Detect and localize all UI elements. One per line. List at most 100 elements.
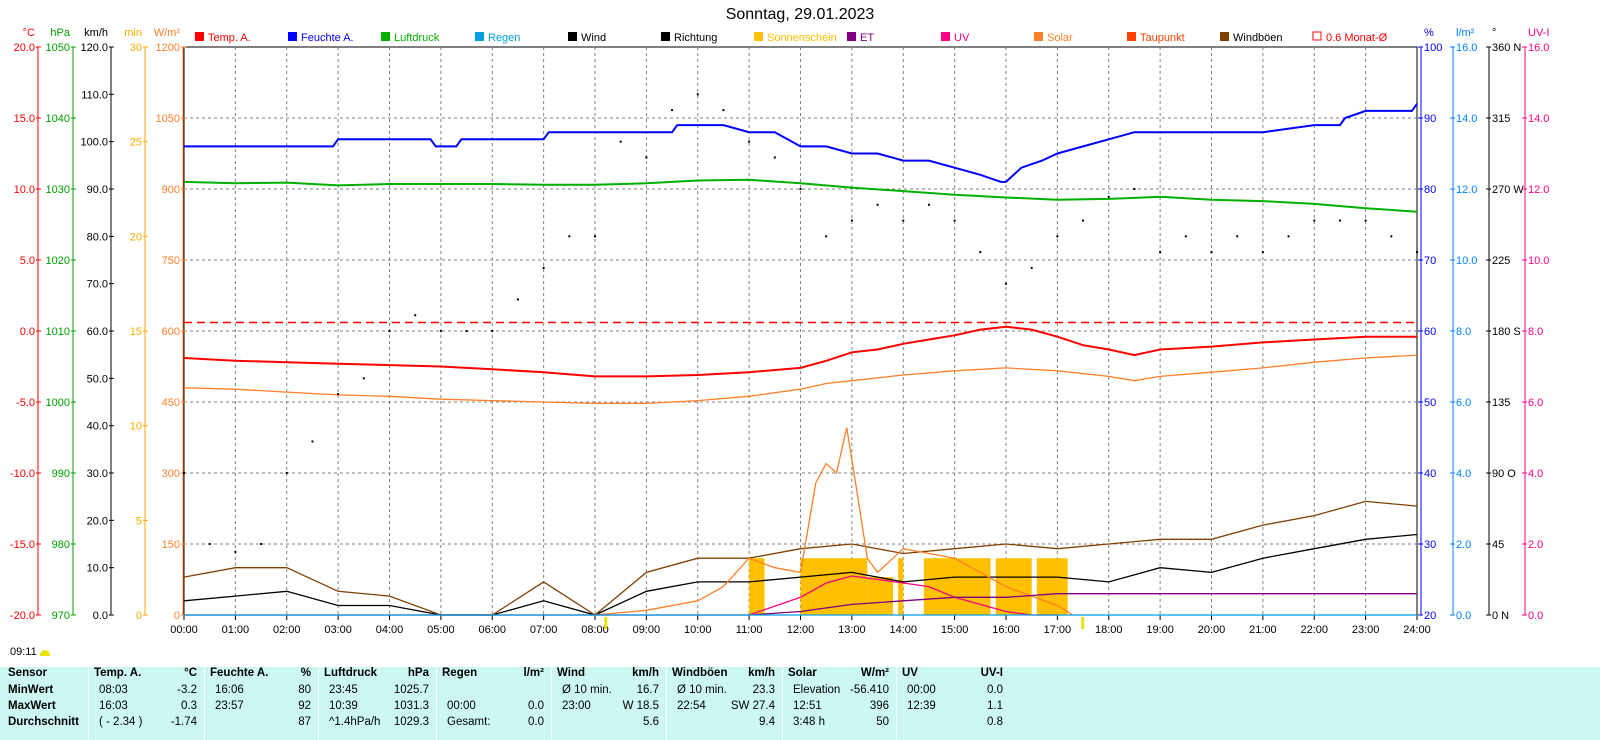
direction-point [260, 543, 263, 545]
right-axis-tick-label: 0 N [1492, 610, 1509, 622]
stats-cell-value: 1.1 [987, 700, 1003, 712]
left-axis-tick-label: 30 [130, 42, 142, 54]
direction-point [902, 219, 905, 222]
x-tick-label: 12:00 [787, 624, 815, 636]
right-axis-tick-label: 360 N [1492, 42, 1521, 54]
stats-row-label: MinWert [8, 684, 54, 696]
right-axis-tick-label: 16.0 [1456, 42, 1477, 54]
stats-cell-value: 23.3 [752, 684, 775, 696]
left-axis-tick-label: 20 [130, 231, 142, 243]
stats-cell-label: Gesamt: [447, 716, 491, 728]
series-line [183, 325, 1417, 378]
stats-group-name: Temp. A. [94, 667, 142, 679]
x-tick-label: 08:00 [581, 624, 609, 636]
left-axis-tick-label: 1010 [46, 326, 70, 338]
stats-group: Regen l/m² 00:00 0.0 Gesamt: 0.0 [436, 667, 552, 740]
direction-point [1338, 219, 1341, 222]
left-axis-tick-label: 50.0 [87, 373, 108, 385]
right-axis-tick-label: 40 [1424, 468, 1436, 480]
chart-title: Sonntag, 29.01.2023 [725, 6, 875, 23]
left-axis-tick-label: 15.0 [14, 113, 35, 125]
direction-point [1390, 235, 1393, 238]
sun-event-marker [1081, 617, 1085, 629]
stats-group-name: Regen [442, 667, 478, 679]
sunshine-bar [898, 558, 904, 615]
stats-group: Solar W/m² Elevation -56.410 12:51 396 3:48 h 5… [782, 667, 897, 740]
right-axis-tick-label: 60 [1424, 326, 1436, 338]
sunshine-bar [995, 558, 1032, 615]
stats-cell-label: 12:51 [793, 700, 822, 712]
stats-group: Feuchte A.% 16:06 80 23:57 92 87 [204, 667, 319, 740]
stats-cell-value: W 18.5 [622, 700, 659, 712]
stats-cell-value: 50 [876, 716, 889, 728]
stats-cell-label: ^1.4hPa/h [329, 716, 381, 728]
direction-point [1107, 195, 1110, 198]
right-axis-tick-label: 0.0 [1528, 610, 1543, 622]
x-tick-label: 10:00 [684, 624, 712, 636]
left-axis-unit-1: hPa [50, 27, 70, 39]
stats-group-unit: hPa [407, 667, 429, 679]
left-axis-tick-label: 40.0 [87, 421, 108, 433]
x-tick-label: 17:00 [1044, 624, 1072, 636]
x-tick-label: 05:00 [427, 624, 455, 636]
legend-label: Taupunkt [1140, 32, 1185, 44]
right-axis-tick-label: 90 [1424, 113, 1436, 125]
direction-point [1236, 235, 1239, 238]
direction-point [568, 235, 571, 238]
series-line [183, 533, 1418, 616]
series-line [184, 103, 1418, 183]
right-axis-tick-label: 4.0 [1456, 468, 1471, 480]
legend-label: Sonnenschein [767, 32, 837, 44]
stats-cell-label: 22:54 [677, 700, 706, 712]
legend-swatch [754, 32, 763, 41]
left-axis-tick-label: 600 [162, 326, 180, 338]
stats-cell-value: -3.2 [177, 684, 197, 696]
stats-cell-label: 10:39 [329, 700, 358, 712]
left-axis-tick-label: 0 [174, 610, 180, 622]
right-axis-tick-label: 4.0 [1528, 468, 1543, 480]
x-tick-label: 07:00 [530, 624, 558, 636]
right-axis-unit-2: ° [1492, 27, 1496, 39]
right-axis-tick-label: 45 [1492, 539, 1504, 551]
stats-row-label: Durchschnitt [8, 716, 79, 728]
sunshine-bar [867, 577, 893, 615]
stats-group: Wind km/h Ø 10 min. 16.7 23:00 W 18.5 5.6 [551, 667, 667, 740]
left-axis-tick-label: 1020 [46, 255, 70, 267]
right-axis-unit-3: UV-I [1528, 27, 1549, 39]
direction-point [1261, 251, 1264, 254]
x-tick-label: 22:00 [1300, 624, 1328, 636]
direction-point [491, 330, 494, 332]
series-line [748, 575, 1058, 616]
x-tick-label: 13:00 [838, 624, 866, 636]
stats-cell-label: 23:00 [562, 700, 591, 712]
x-tick-label: 21:00 [1249, 624, 1277, 636]
sun-icon [39, 650, 50, 656]
stats-cell-label: 23:57 [215, 700, 244, 712]
left-axis-tick-label: 5.0 [20, 255, 35, 267]
right-axis-tick-label: 10.0 [1456, 255, 1477, 267]
stats-group-unit: °C [184, 667, 197, 679]
stats-cell-value: 5.6 [643, 716, 659, 728]
stats-group: Temp. A. °C 08:03 -3.2 16:03 0.3 ( - 2.34 ) -1.… [88, 667, 205, 740]
stats-cell-label: 00:00 [907, 684, 936, 696]
direction-point [1184, 235, 1187, 238]
direction-point [234, 550, 237, 553]
x-tick-label: 06:00 [478, 624, 506, 636]
right-axis-tick-label: 70 [1424, 255, 1436, 267]
direction-point [927, 203, 930, 206]
right-axis-tick-label: 14.0 [1528, 113, 1549, 125]
direction-point [1416, 251, 1418, 254]
direction-point [722, 109, 725, 112]
left-axis-tick-label: 10.0 [87, 563, 108, 575]
direction-point [748, 140, 751, 143]
right-axis-tick-label: 14.0 [1456, 113, 1477, 125]
left-axis-tick-label: 1030 [46, 184, 70, 196]
stats-cell-value: 1025.7 [393, 684, 429, 696]
stats-cell-label: 16:06 [215, 684, 244, 696]
x-tick-label: 14:00 [889, 624, 917, 636]
legend-label: Solar [1047, 32, 1073, 44]
direction-point [619, 140, 622, 143]
stats-cell-value: 9.4 [759, 716, 775, 728]
right-axis-tick-label: 270 W [1492, 184, 1524, 196]
legend-swatch [475, 32, 484, 41]
